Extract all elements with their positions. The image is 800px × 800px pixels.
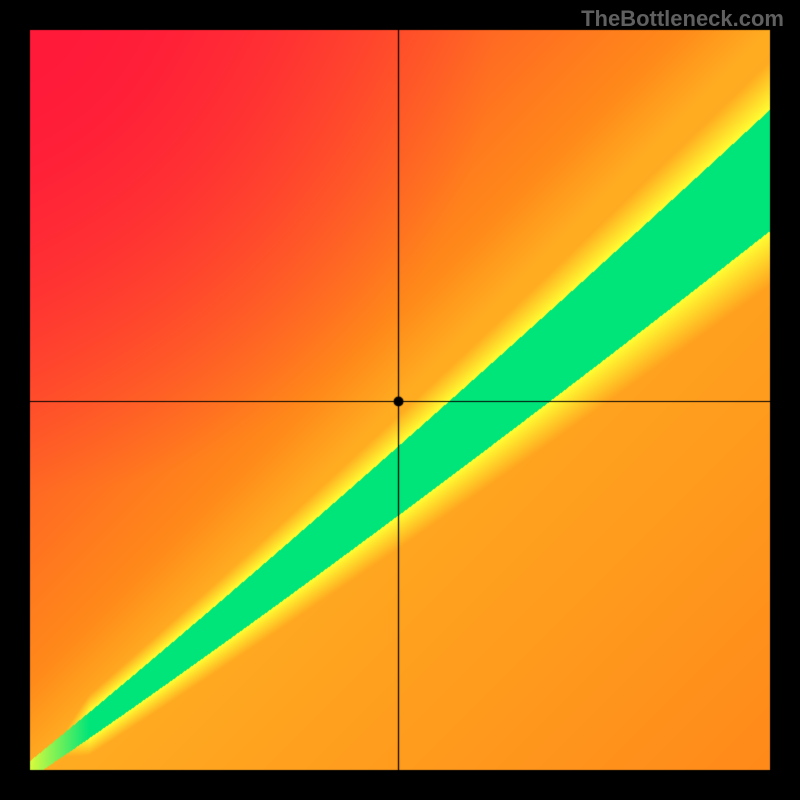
- bottleneck-heatmap: [0, 0, 800, 800]
- chart-container: TheBottleneck.com: [0, 0, 800, 800]
- watermark-text: TheBottleneck.com: [581, 6, 784, 32]
